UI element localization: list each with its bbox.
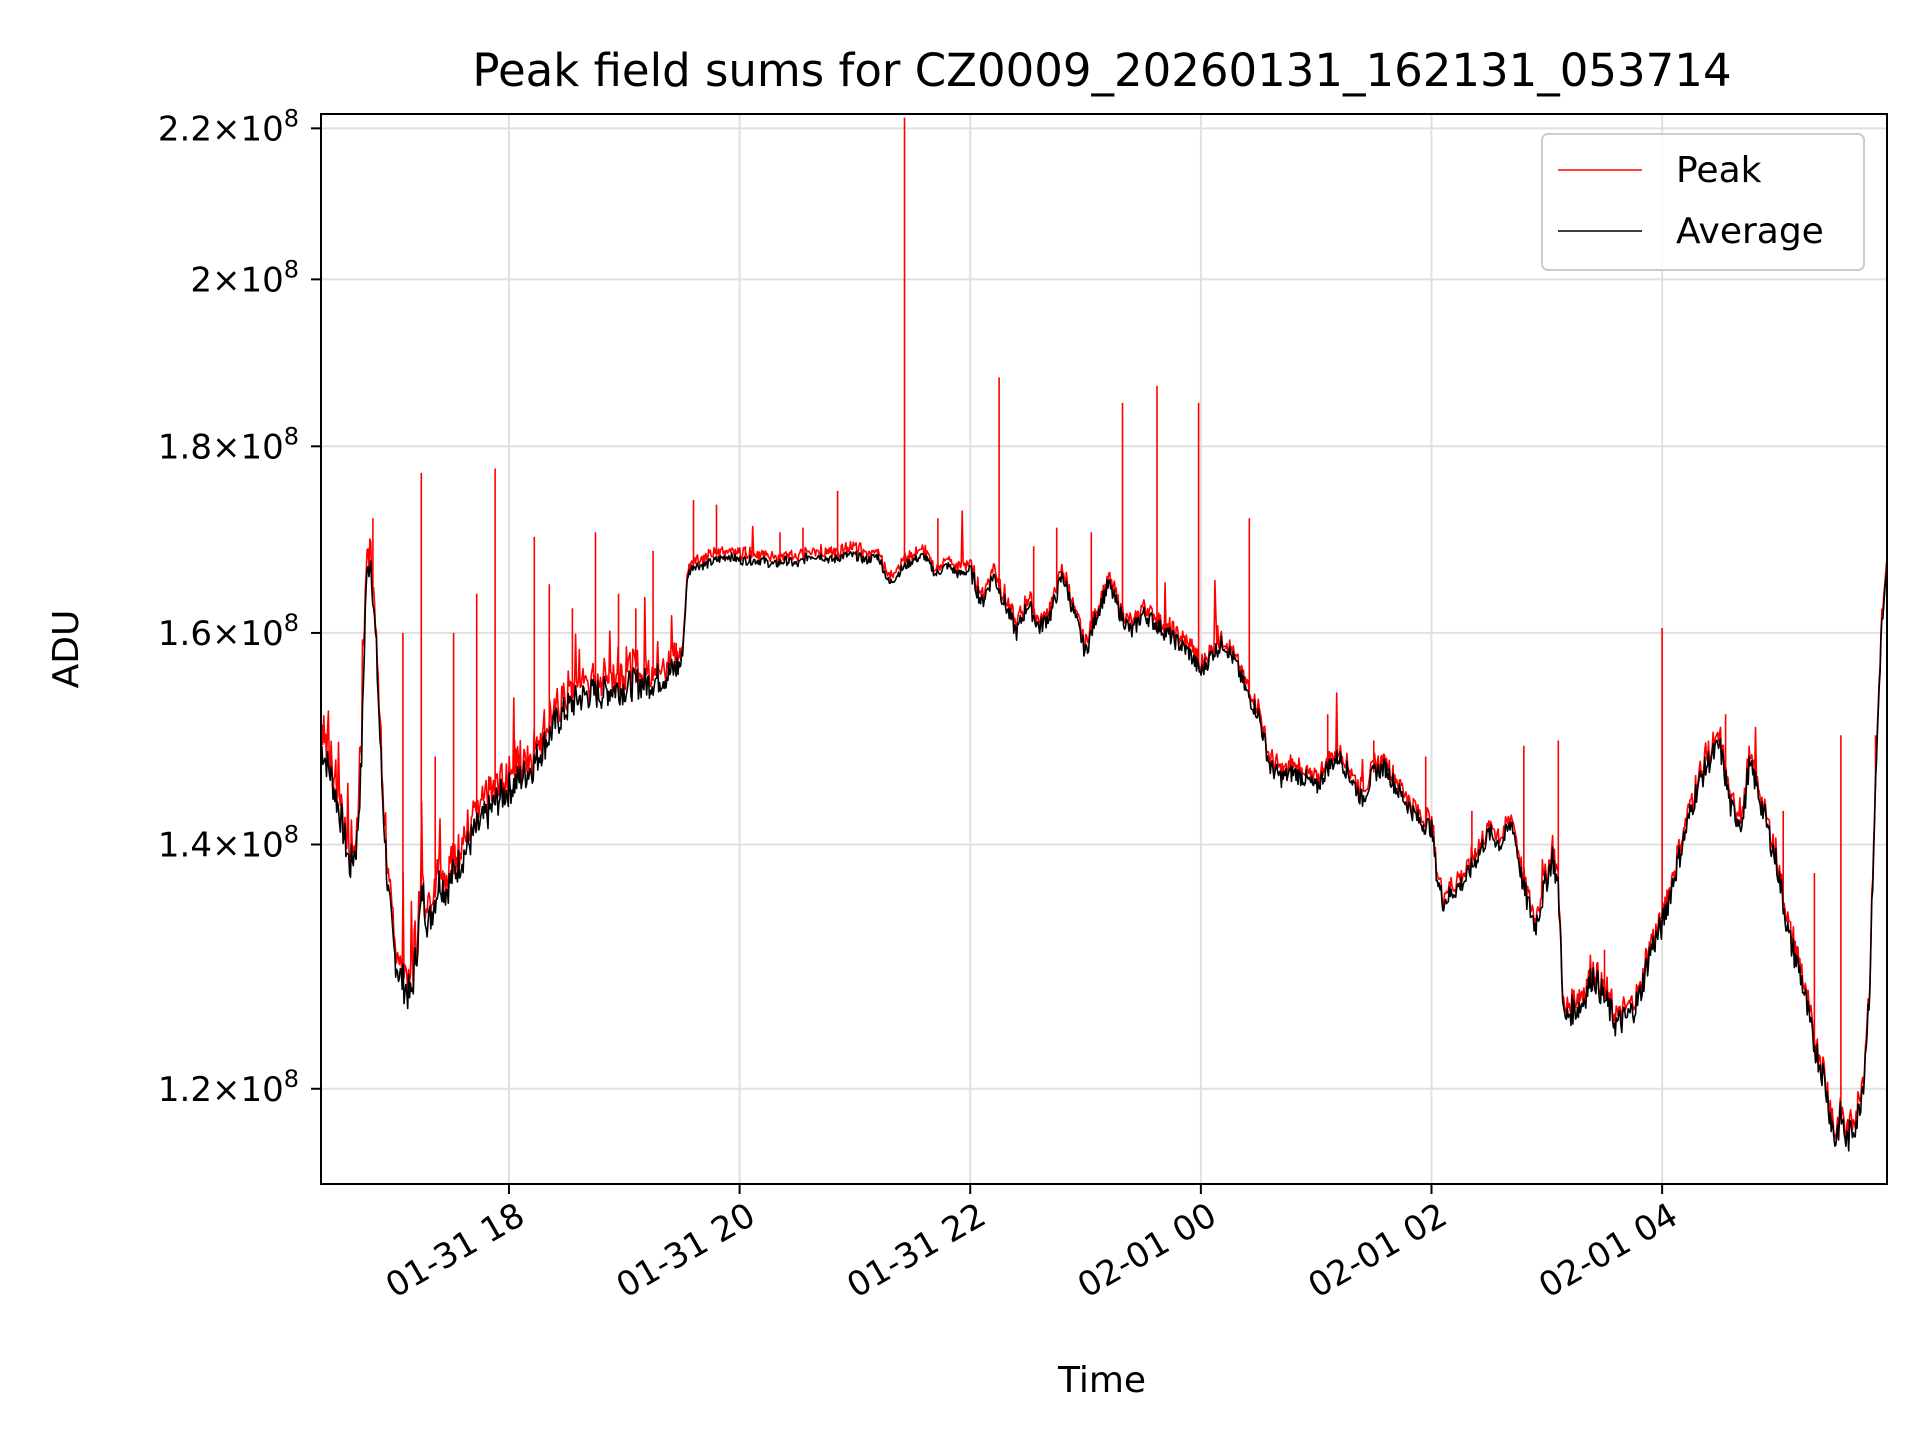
y-tick-label: 1.6×108 bbox=[158, 609, 299, 654]
y-tick-label: 2×108 bbox=[190, 255, 299, 300]
y-tick-label: 1.4×108 bbox=[158, 821, 299, 866]
y-tick-label: 1.8×108 bbox=[158, 422, 299, 467]
plot-frame bbox=[320, 113, 1888, 1185]
y-axis: 1.2×108 1.4×108 1.6×108 1.8×108 2×108 2.2×108 bbox=[158, 104, 321, 1110]
y-tick-label: 1.2×108 bbox=[158, 1065, 299, 1110]
legend-label-average: Average bbox=[1676, 211, 1824, 252]
legend-label-peak: Peak bbox=[1676, 150, 1762, 191]
y-tick-label: 2.2×108 bbox=[158, 104, 299, 149]
chart-title: Peak field sums for CZ0009_20260131_1621… bbox=[472, 44, 1731, 97]
grid-lines bbox=[321, 114, 1887, 1184]
x-axis-label: Time bbox=[1057, 1360, 1146, 1401]
y-axis-label: ADU bbox=[46, 610, 87, 689]
series-line-average bbox=[321, 550, 1887, 1152]
legend-box bbox=[1541, 133, 1865, 271]
legend: Peak Average bbox=[1541, 133, 1865, 271]
